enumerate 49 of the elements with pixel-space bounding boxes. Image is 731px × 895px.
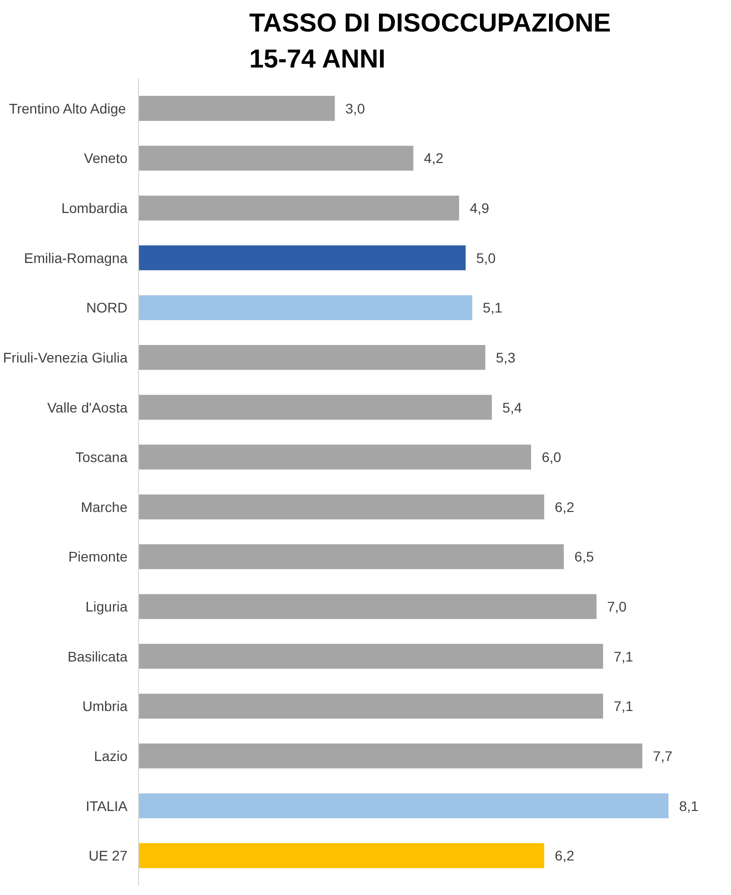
y-tick-label: Emilia-Romagna xyxy=(24,250,128,266)
y-tick-label: Toscana xyxy=(75,449,128,466)
y-tick-label: Liguria xyxy=(85,598,128,615)
data-label: 5,4 xyxy=(502,399,522,416)
y-tick-label: ITALIA xyxy=(86,798,128,814)
data-label: 8,1 xyxy=(679,798,699,814)
bar xyxy=(138,196,460,220)
bar xyxy=(138,146,414,171)
data-label: 5,3 xyxy=(496,349,516,366)
bar xyxy=(138,744,642,768)
data-label: 7,7 xyxy=(652,748,673,764)
data-label: 5,1 xyxy=(482,300,502,316)
bar xyxy=(138,494,544,520)
bar xyxy=(138,544,564,570)
data-label: 7,1 xyxy=(614,698,634,714)
bar xyxy=(138,594,597,619)
bar xyxy=(138,394,492,420)
bar xyxy=(138,96,335,121)
data-label: 6,2 xyxy=(554,498,574,515)
y-tick-label: Piemonte xyxy=(68,548,128,565)
y-tick-label: Marche xyxy=(80,498,128,515)
bar xyxy=(138,295,472,320)
bar xyxy=(138,245,466,270)
y-tick-label: Lombardia xyxy=(61,200,128,216)
y-tick-label: Friuli-Venezia Giulia xyxy=(3,349,128,366)
data-label: 6,5 xyxy=(574,548,594,565)
y-tick-label: Umbria xyxy=(82,698,128,714)
y-tick-label: Basilicata xyxy=(68,648,128,664)
y-tick-label: Trentino Alto Adige xyxy=(8,100,126,116)
data-label: 6,2 xyxy=(554,848,574,864)
data-label: 3,0 xyxy=(345,100,366,116)
y-tick-label: UE 27 xyxy=(88,848,128,864)
y-tick-label: Valle d'Aosta xyxy=(47,399,128,416)
y-tick-label: Lazio xyxy=(94,748,128,764)
y-tick-label: Veneto xyxy=(84,150,128,166)
data-label: 4,9 xyxy=(470,200,490,216)
data-label: 4,2 xyxy=(424,150,444,166)
bar xyxy=(138,843,544,868)
data-label: 6,0 xyxy=(542,449,562,466)
bar xyxy=(138,345,486,370)
data-label: 7,1 xyxy=(614,648,634,664)
bar xyxy=(138,694,604,719)
y-tick-label: NORD xyxy=(86,300,128,316)
bar xyxy=(138,793,668,818)
bar xyxy=(138,644,604,669)
data-label: 5,0 xyxy=(476,250,496,266)
data-label: 7,0 xyxy=(607,598,627,615)
bar xyxy=(138,444,532,470)
chart-title: TASSO DI DISOCCUPAZIONE 15-74 ANNI xyxy=(249,8,611,74)
